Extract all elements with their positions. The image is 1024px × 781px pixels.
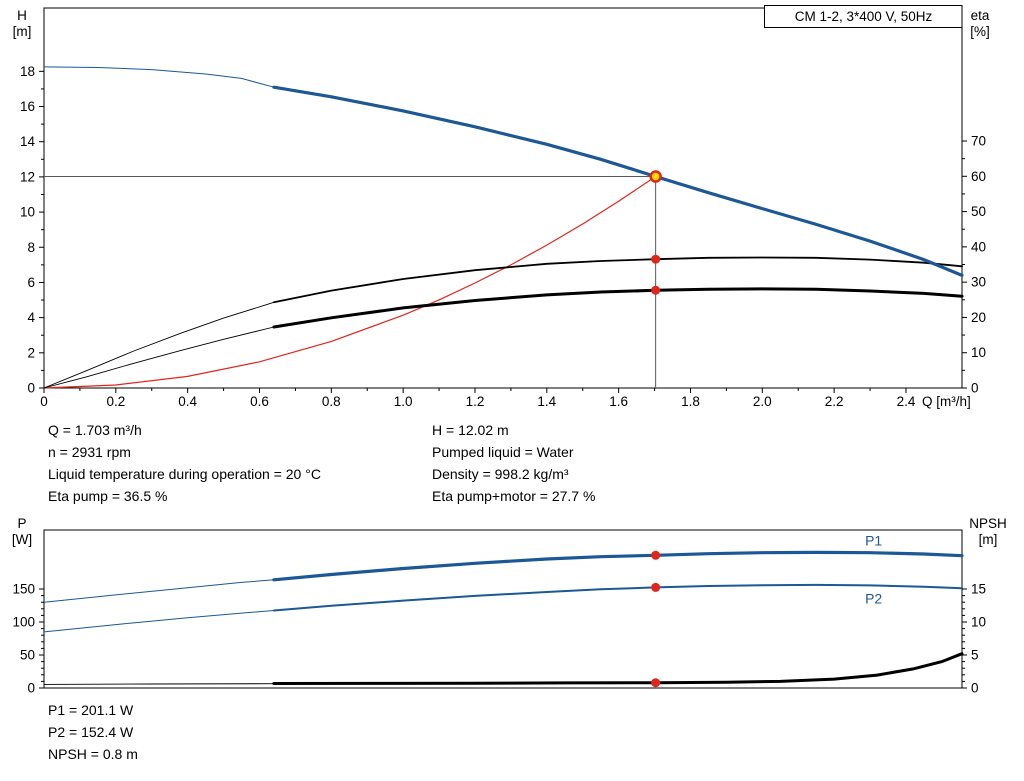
p2-lead-in-curve	[43, 610, 274, 633]
y-right-tick-label: 5	[971, 648, 979, 663]
y-right-tick-label: 70	[971, 134, 986, 149]
x-tick-label: 1.2	[466, 394, 485, 409]
eta-pump-motor-lead-in-curve	[43, 326, 275, 389]
npsh-curve	[272, 652, 964, 685]
y-right-tick-label: 50	[971, 204, 986, 219]
power-info: P1 = 201.1 W P2 = 152.4 W NPSH = 0.8 m	[48, 699, 138, 765]
y-left-tick-label: 100	[12, 615, 35, 630]
y-left-tick-label: 6	[27, 275, 35, 290]
x-tick-label: 0	[40, 394, 48, 409]
y-left-tick-label: 0	[27, 381, 35, 396]
y-left-tick-label: 12	[20, 169, 35, 184]
y-left-tick-label: 150	[12, 582, 35, 597]
hq-duty-dot-1	[651, 285, 661, 295]
x-tick-label: 0.8	[322, 394, 341, 409]
y-right-tick-label: 30	[971, 275, 986, 290]
y-left-axis-name: H	[17, 8, 27, 23]
x-tick-label: 0.2	[106, 394, 125, 409]
y-left-axis-name: P	[17, 516, 26, 531]
x-tick-label: 1.0	[394, 394, 413, 409]
hq-duty-dot-0	[651, 254, 661, 264]
y-right-tick-label: 10	[971, 615, 986, 630]
y-left-tick-label: 4	[27, 310, 35, 325]
model-title-label: CM 1-2, 3*400 V, 50Hz	[795, 9, 933, 24]
x-tick-label: 1.6	[609, 394, 628, 409]
hq-plot-area[interactable]	[43, 7, 963, 389]
p2-curve-label: P2	[865, 591, 882, 607]
info-speed: n = 2931 rpm	[48, 444, 131, 460]
y-left-tick-label: 2	[27, 345, 35, 360]
x-tick-label: 0.4	[178, 394, 197, 409]
y-right-tick-label: 15	[971, 582, 986, 597]
npsh-lead-in-curve	[43, 683, 274, 685]
y-right-tick-label: 10	[971, 345, 986, 360]
power-npsh-duty-dot-1	[651, 582, 661, 592]
system-curve-curve	[43, 175, 657, 389]
y-left-tick-label: 0	[27, 681, 35, 696]
duty-info-right: H = 12.02 m Pumped liquid = Water Densit…	[432, 419, 595, 507]
p1-curve-label: P1	[865, 532, 882, 548]
x-tick-label: 2.0	[753, 394, 772, 409]
y-left-tick-label: 10	[20, 205, 35, 220]
info-q: Q = 1.703 m³/h	[48, 422, 142, 438]
y-right-tick-label: 0	[971, 381, 979, 396]
model-title-box	[764, 5, 963, 28]
y-right-tick-label: 40	[971, 239, 986, 254]
x-tick-label: 0.6	[250, 394, 269, 409]
y-left-tick-label: 50	[20, 648, 35, 663]
info-liquid-temp: Liquid temperature during operation = 20…	[48, 466, 321, 482]
info-pumped-liquid: Pumped liquid = Water	[432, 444, 574, 460]
info-density: Density = 998.2 kg/m³	[432, 466, 569, 482]
y-left-axis-unit: [W]	[12, 532, 32, 547]
x-axis-label: Q [m³/h]	[922, 394, 971, 409]
y-right-tick-label: 20	[971, 310, 986, 325]
info-eta-pump: Eta pump = 36.5 %	[48, 488, 168, 504]
info-p1: P1 = 201.1 W	[48, 702, 134, 718]
x-tick-label: 2.4	[897, 394, 916, 409]
x-tick-label: 1.4	[537, 394, 556, 409]
y-left-tick-label: 8	[27, 240, 35, 255]
y-right-tick-label: 0	[971, 681, 979, 696]
info-h: H = 12.02 m	[432, 422, 509, 438]
y-left-axis-unit: [m]	[13, 24, 32, 39]
y-left-tick-label: 14	[20, 134, 36, 149]
head-curve-lead-in-curve	[43, 66, 275, 88]
y-right-tick-label: 60	[971, 169, 986, 184]
eta-pump-lead-in-curve	[43, 301, 275, 389]
x-tick-label: 2.2	[825, 394, 844, 409]
power-npsh-duty-dot-0	[651, 550, 661, 560]
power-npsh-chart: P1 P2 0 50 100 150 0 5 10 15 P[W] NPSH[m]	[12, 516, 1007, 696]
y-right-axis-unit: [%]	[970, 24, 990, 39]
p1-lead-in-curve	[43, 579, 274, 603]
power-npsh-duty-dot-2	[651, 678, 661, 688]
info-eta-pump-motor: Eta pump+motor = 27.7 %	[432, 488, 596, 504]
y-left-tick-label: 18	[20, 64, 35, 79]
x-tick-label: 1.8	[681, 394, 700, 409]
info-p2: P2 = 152.4 W	[48, 724, 134, 740]
info-npsh: NPSH = 0.8 m	[48, 746, 138, 762]
duty-point-marker[interactable]	[649, 170, 662, 183]
hq-chart: 0 0.2 0.4 0.6 0.8 1.0 1.2 1.4 1.6 1.8 2.0 2.2 2.4 0 2 4…	[13, 5, 990, 409]
y-right-axis-unit: [m]	[979, 532, 998, 547]
y-right-axis-name: eta	[971, 8, 990, 23]
y-right-axis-name: NPSH	[969, 516, 1007, 531]
y-left-tick-label: 16	[20, 99, 35, 114]
duty-info-left: Q = 1.703 m³/h n = 2931 rpm Liquid tempe…	[48, 419, 321, 507]
